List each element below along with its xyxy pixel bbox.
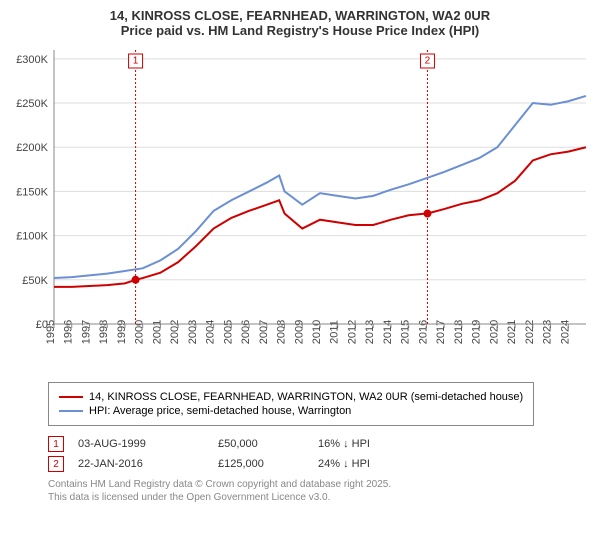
legend-row: HPI: Average price, semi-detached house,…	[59, 405, 523, 417]
y-tick-label: £250K	[16, 98, 48, 110]
series-price_paid	[54, 147, 586, 287]
x-tick-label: 2020	[488, 320, 500, 344]
legend-label: HPI: Average price, semi-detached house,…	[89, 405, 351, 417]
x-tick-label: 1996	[63, 320, 75, 344]
x-tick-label: 1998	[98, 320, 110, 344]
legend-swatch	[59, 410, 83, 412]
sale-point	[423, 210, 431, 218]
sales-price: £50,000	[218, 438, 318, 450]
x-tick-label: 2024	[559, 320, 571, 344]
x-tick-label: 2009	[293, 320, 305, 344]
x-tick-label: 2002	[169, 320, 181, 344]
title-line-1: 14, KINROSS CLOSE, FEARNHEAD, WARRINGTON…	[8, 8, 592, 23]
sales-date: 22-JAN-2016	[78, 458, 218, 470]
chart-svg: £0£50K£100K£150K£200K£250K£300K199519961…	[8, 44, 592, 374]
x-tick-label: 2012	[346, 320, 358, 344]
attribution-line-2: This data is licensed under the Open Gov…	[48, 491, 592, 504]
legend-box: 14, KINROSS CLOSE, FEARNHEAD, WARRINGTON…	[48, 382, 534, 426]
x-tick-label: 2007	[258, 320, 270, 344]
y-tick-label: £150K	[16, 186, 48, 198]
sale-marker-num: 1	[133, 56, 139, 67]
sales-price: £125,000	[218, 458, 318, 470]
legend-swatch	[59, 396, 83, 398]
x-tick-label: 2019	[471, 320, 483, 344]
x-tick-label: 2006	[240, 320, 252, 344]
sales-table: 1 03-AUG-1999£50,00016% ↓ HPI 2 22-JAN-2016…	[48, 436, 592, 472]
sales-hpi: 16% ↓ HPI	[318, 438, 418, 450]
sales-hpi: 24% ↓ HPI	[318, 458, 418, 470]
sale-marker-num: 2	[425, 56, 431, 67]
attribution-line-1: Contains HM Land Registry data © Crown c…	[48, 478, 592, 491]
x-tick-label: 2015	[400, 320, 412, 344]
x-tick-label: 1997	[80, 320, 92, 344]
sales-marker: 2	[48, 456, 64, 472]
y-tick-label: £200K	[16, 142, 48, 154]
chart-container: £0£50K£100K£150K£200K£250K£300K199519961…	[8, 44, 592, 374]
attribution-block: Contains HM Land Registry data © Crown c…	[48, 478, 592, 504]
x-tick-label: 2014	[382, 320, 394, 344]
x-tick-label: 1999	[116, 320, 128, 344]
title-line-2: Price paid vs. HM Land Registry's House …	[8, 23, 592, 38]
sales-date: 03-AUG-1999	[78, 438, 218, 450]
x-tick-label: 2013	[364, 320, 376, 344]
y-tick-label: £100K	[16, 231, 48, 243]
sales-row: 2 22-JAN-2016£125,00024% ↓ HPI	[48, 456, 592, 472]
y-tick-label: £50K	[22, 275, 48, 287]
legend-row: 14, KINROSS CLOSE, FEARNHEAD, WARRINGTON…	[59, 391, 523, 403]
x-tick-label: 2018	[453, 320, 465, 344]
x-tick-label: 2005	[222, 320, 234, 344]
x-tick-label: 2008	[276, 320, 288, 344]
legend-label: 14, KINROSS CLOSE, FEARNHEAD, WARRINGTON…	[89, 391, 523, 403]
chart-title-block: 14, KINROSS CLOSE, FEARNHEAD, WARRINGTON…	[8, 8, 592, 38]
x-tick-label: 2001	[151, 320, 163, 344]
x-tick-label: 2004	[205, 320, 217, 344]
y-tick-label: £300K	[16, 54, 48, 66]
x-tick-label: 1995	[45, 320, 57, 344]
sales-row: 1 03-AUG-1999£50,00016% ↓ HPI	[48, 436, 592, 452]
x-tick-label: 2017	[435, 320, 447, 344]
sales-marker: 1	[48, 436, 64, 452]
x-tick-label: 2003	[187, 320, 199, 344]
x-tick-label: 2022	[524, 320, 536, 344]
sale-point	[132, 276, 140, 284]
x-tick-label: 2010	[311, 320, 323, 344]
x-tick-label: 2021	[506, 320, 518, 344]
x-tick-label: 2023	[542, 320, 554, 344]
